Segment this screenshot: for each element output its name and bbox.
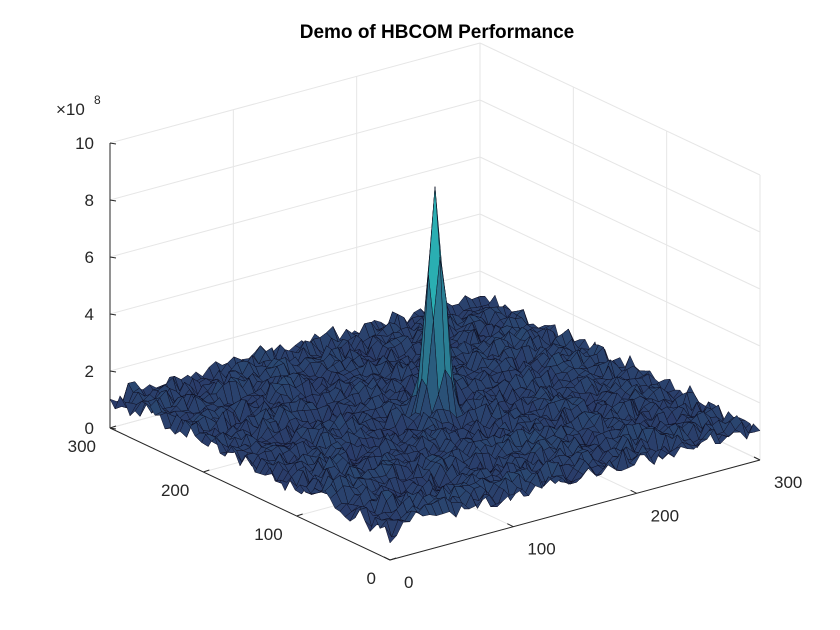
y-tick-label: 300 (68, 437, 96, 456)
x-tick-mark (507, 523, 514, 528)
y-tick-label: 200 (161, 481, 189, 500)
grid-line-z-side (479, 270, 761, 404)
chart-title: Demo of HBCOM Performance (300, 22, 575, 43)
y-tick-mark (203, 469, 210, 473)
grid-line-z-back (109, 42, 481, 144)
z-tick-mark (109, 256, 117, 259)
x-tick-label: 300 (774, 473, 802, 492)
z-tick-label: 2 (85, 362, 94, 381)
surface-patch (384, 526, 398, 544)
y-tick-mark (296, 513, 303, 517)
grid-line-z-back (109, 156, 481, 258)
z-exponent-power: 8 (94, 93, 101, 107)
z-tick-label: 10 (75, 134, 94, 153)
x-tick-mark (383, 556, 391, 561)
z-tick-mark (109, 199, 117, 202)
z-tick-label: 4 (85, 305, 94, 324)
surface-plot (109, 186, 761, 544)
grid-line-z-back (109, 213, 481, 315)
y-tick-mark (109, 425, 117, 429)
z-tick-mark (109, 142, 117, 145)
axes (109, 142, 761, 561)
x-tick-label: 0 (404, 573, 413, 592)
z-exponent-base: ×10 (56, 100, 85, 119)
grid-line-z-side (479, 99, 761, 233)
z-tick-label: 0 (85, 419, 94, 438)
z-tick-label: 6 (85, 248, 94, 267)
grid-line-z-back (109, 99, 481, 201)
x-axis-line (389, 459, 761, 561)
grid-line-z-side (479, 156, 761, 290)
grid-line-z-side (479, 213, 761, 347)
z-tick-mark (109, 370, 117, 373)
grid-line-z-side (479, 42, 761, 176)
x-tick-label: 100 (527, 540, 555, 559)
z-tick-mark (109, 313, 117, 316)
x-tick-mark (630, 489, 637, 494)
x-tick-label: 200 (651, 506, 679, 525)
z-exponent-label: ×10 8 (56, 93, 101, 119)
y-axis-line (109, 427, 391, 561)
y-tick-label: 0 (367, 569, 376, 588)
z-tick-label: 8 (85, 191, 94, 210)
x-tick-mark (753, 456, 761, 461)
y-tick-label: 100 (254, 525, 282, 544)
grid-line-z-back (109, 270, 481, 372)
